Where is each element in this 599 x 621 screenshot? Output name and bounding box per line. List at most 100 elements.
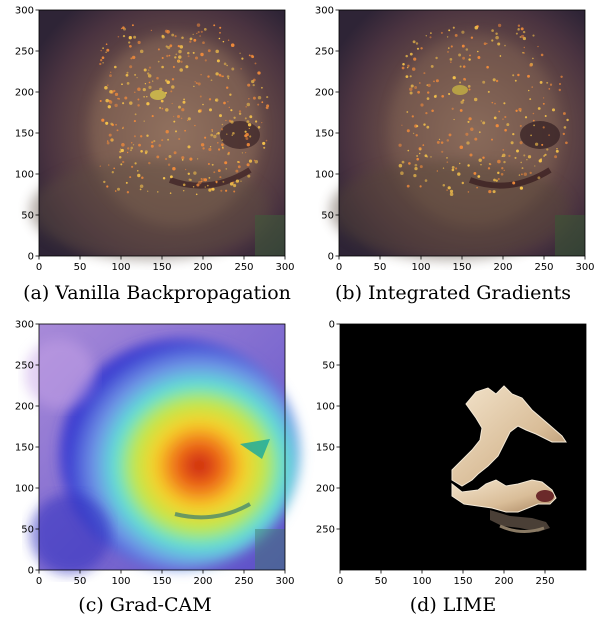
x-tick-label: 50 [374,262,387,273]
saliency-spark [182,189,185,192]
saliency-spark [252,83,255,87]
x-tick-label: 200 [193,576,212,587]
saliency-spark [489,163,492,166]
saliency-spark [137,87,141,92]
saliency-spark [262,141,266,145]
saliency-spark [229,93,232,96]
saliency-spark [524,116,528,119]
saliency-spark [216,133,218,135]
saliency-spark [168,155,172,158]
saliency-spark [146,102,150,106]
lion-image [330,10,585,260]
saliency-spark [137,170,139,172]
saliency-spark [249,135,252,138]
saliency-spark [514,79,517,82]
saliency-spark [171,85,175,89]
saliency-spark [174,56,177,59]
saliency-spark [193,171,197,175]
saliency-spark [446,139,450,142]
saliency-spark [222,180,225,183]
saliency-spark [495,32,498,36]
saliency-spark [248,159,253,163]
saliency-spark [248,54,251,57]
y-tick-label: 150 [15,443,34,454]
saliency-spark [147,190,149,192]
saliency-spark [502,149,505,151]
saliency-spark [420,47,423,50]
saliency-spark [211,128,213,131]
saliency-spark [467,120,470,123]
saliency-spark [440,141,444,144]
saliency-spark [452,76,456,80]
saliency-spark [128,36,132,40]
saliency-spark [229,182,234,186]
saliency-spark [257,126,261,129]
saliency-spark [227,101,229,103]
saliency-spark [413,57,417,61]
saliency-spark [465,48,469,51]
saliency-spark [237,160,240,163]
saliency-spark [156,76,159,80]
saliency-spark [213,171,216,174]
saliency-spark [566,118,569,122]
saliency-spark [537,176,541,180]
saliency-spark [515,109,518,112]
saliency-spark [562,132,565,136]
saliency-spark [195,193,198,196]
panel-vanilla-backprop: 0 50 100 150 200 250 300 0 50 100 150 200 250 300 (a… [0,0,299,310]
saliency-spark [126,82,130,85]
saliency-spark [199,35,201,37]
x-tick-label: 150 [152,576,171,587]
saliency-spark [448,133,452,137]
saliency-spark [181,36,184,39]
saliency-spark [159,106,162,109]
saliency-spark [520,34,525,39]
saliency-spark [492,190,496,194]
saliency-spark [431,109,434,112]
saliency-spark [522,51,524,54]
saliency-spark [540,53,544,57]
saliency-spark [460,100,464,104]
saliency-spark [461,44,465,48]
saliency-overlay [398,23,569,197]
saliency-spark [230,120,234,124]
saliency-spark [227,39,230,41]
saliency-spark [518,28,520,30]
plot-vanilla-backprop: 0 50 100 150 200 250 300 0 50 100 150 200 250 300 [15,6,295,274]
saliency-spark [179,68,183,72]
saliency-spark [441,150,444,153]
saliency-spark [131,142,133,144]
saliency-spark [249,115,253,119]
saliency-spark [517,73,520,77]
saliency-spark [517,24,521,27]
x-tick-label: 200 [493,262,512,273]
saliency-spark [453,118,455,121]
saliency-spark [537,107,541,110]
saliency-spark [114,103,118,108]
saliency-spark [129,176,132,179]
saliency-spark [108,133,112,137]
saliency-spark [134,162,137,165]
saliency-spark [157,191,159,193]
y-tick-label: 100 [315,170,334,181]
saliency-spark [491,101,494,104]
y-axis: 0 50 100 150 200 250 300 [15,6,39,263]
saliency-spark [499,55,502,57]
saliency-spark [148,161,151,165]
saliency-spark [148,85,152,90]
saliency-spark [121,143,125,147]
y-tick-label: 300 [15,320,34,331]
x-tick-label: 300 [575,262,594,273]
saliency-spark [165,108,169,112]
saliency-spark [99,99,102,103]
saliency-spark [518,174,521,176]
saliency-spark [482,156,485,159]
saliency-spark [411,67,416,71]
saliency-spark [200,52,204,57]
saliency-spark [189,157,193,161]
saliency-spark [433,80,435,83]
saliency-spark [542,97,545,99]
saliency-spark [418,152,421,155]
saliency-spark [491,39,494,42]
saliency-spark [521,167,524,170]
